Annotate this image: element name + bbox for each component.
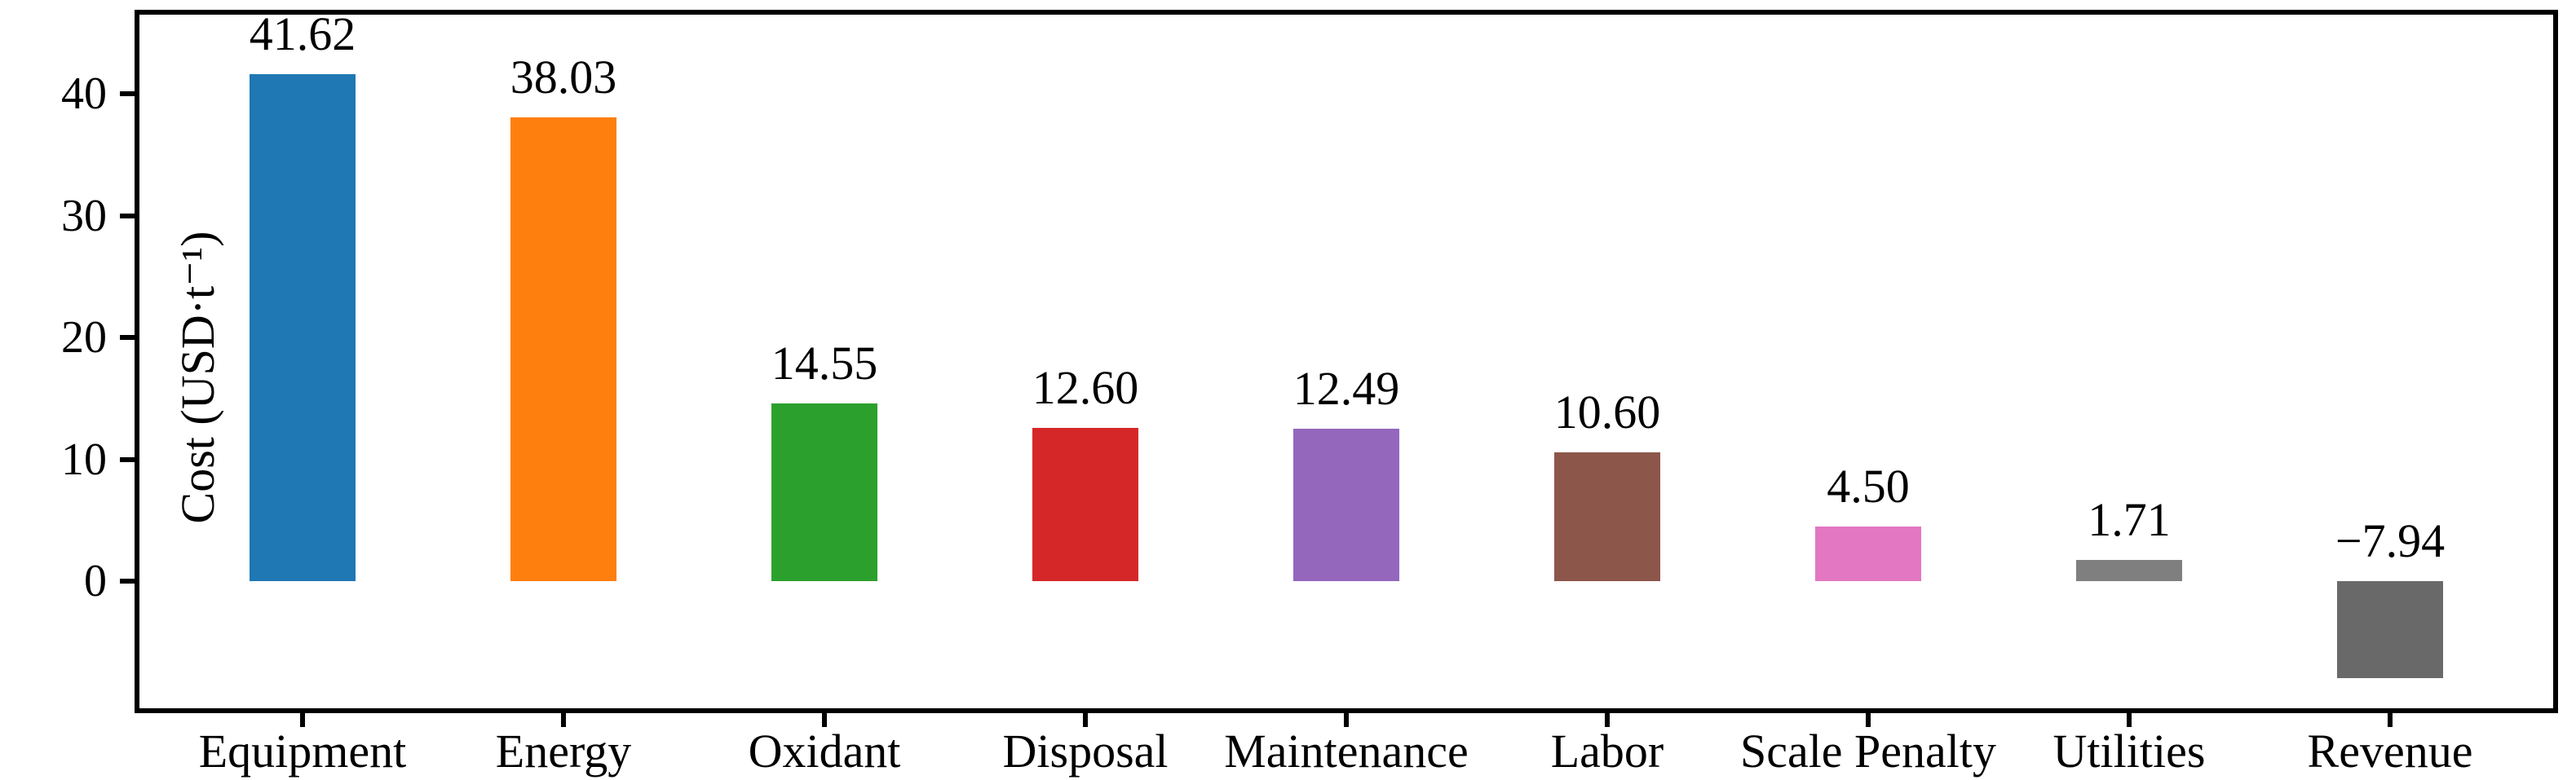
x-axis-tick: [822, 713, 827, 727]
bar-energy: [510, 117, 616, 581]
bar-scale-penalty: [1815, 526, 1921, 581]
x-tick-label-revenue: Revenue: [2307, 725, 2473, 778]
bar-oxidant: [771, 403, 877, 581]
bar-value-label-equipment: 41.62: [249, 7, 356, 60]
y-axis-tick-label: 30: [61, 190, 107, 241]
bar-maintenance: [1293, 429, 1399, 581]
bar-value-label-scale-penalty: 4.50: [1827, 459, 1910, 513]
y-axis-tick: [120, 579, 135, 584]
x-tick-label-disposal: Disposal: [1002, 725, 1169, 778]
x-tick-label-equipment: Equipment: [198, 725, 407, 778]
x-tick-label-maintenance: Maintenance: [1224, 725, 1469, 778]
bar-labor: [1554, 452, 1660, 581]
x-tick-label-labor: Labor: [1550, 725, 1664, 778]
y-axis-tick-label: 40: [61, 68, 107, 119]
bar-value-label-maintenance: 12.49: [1292, 362, 1400, 416]
bar-value-label-disposal: 12.60: [1032, 360, 1139, 414]
x-axis-tick: [1605, 713, 1610, 727]
bar-value-label-energy: 38.03: [510, 51, 617, 104]
y-axis-tick: [120, 456, 135, 462]
x-axis-tick: [561, 713, 566, 727]
bar-value-label-oxidant: 14.55: [771, 337, 878, 390]
bar-equipment: [250, 73, 356, 581]
x-axis-tick: [1866, 713, 1871, 727]
bar-value-label-utilities: 1.71: [2088, 493, 2171, 547]
bar-revenue: [2337, 581, 2443, 678]
bar-disposal: [1032, 427, 1138, 581]
bar-utilities: [2076, 560, 2182, 581]
x-axis-tick: [300, 713, 305, 727]
y-axis-tick: [120, 335, 135, 340]
x-tick-label-utilities: Utilities: [2052, 725, 2206, 778]
bar-value-label-revenue: −7.94: [2335, 514, 2446, 567]
y-axis-tick-label: 10: [61, 434, 107, 485]
x-axis-tick: [1083, 713, 1088, 727]
y-axis-tick-label: 0: [84, 556, 107, 606]
x-axis-tick: [2127, 713, 2132, 727]
x-tick-label-oxidant: Oxidant: [748, 725, 901, 778]
y-axis-tick: [120, 213, 135, 218]
x-tick-label-energy: Energy: [495, 725, 632, 778]
y-axis-tick: [120, 91, 135, 96]
x-tick-label-scale-penalty: Scale Penalty: [1739, 725, 1997, 778]
bar-value-label-labor: 10.60: [1553, 385, 1661, 438]
y-axis-tick-label: 20: [61, 312, 107, 363]
plot-area: Cost (USD·t⁻¹) 0 10 20 30 40 41.62 Equipment 38…: [61, 7, 2558, 778]
y-axis-label: Cost (USD·t⁻¹): [171, 231, 224, 524]
x-axis-tick: [2388, 713, 2393, 727]
x-axis-tick: [1344, 713, 1349, 727]
